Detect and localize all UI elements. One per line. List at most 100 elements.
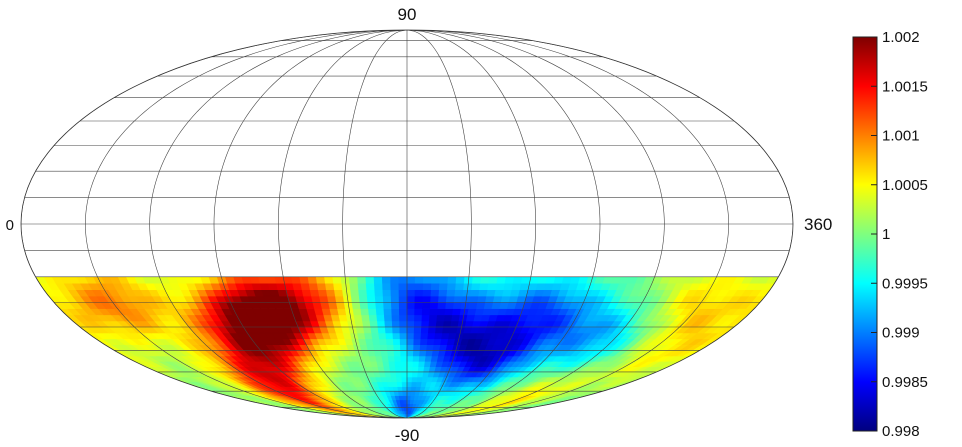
heatmap-cell bbox=[406, 276, 416, 284]
heatmap-cell bbox=[443, 314, 453, 322]
heatmap-cell bbox=[438, 289, 448, 297]
heatmap-cell bbox=[406, 326, 415, 334]
heatmap-cell bbox=[354, 320, 364, 328]
heatmap-cell bbox=[398, 302, 408, 309]
heatmap-cell bbox=[453, 295, 464, 303]
heatmap-cell bbox=[399, 332, 408, 340]
heatmap-cell bbox=[399, 338, 408, 345]
heatmap-cell bbox=[488, 276, 499, 284]
heatmap-cell bbox=[430, 289, 440, 297]
heatmap-cell bbox=[414, 276, 424, 284]
heatmap-cell bbox=[357, 282, 367, 290]
heatmap-cell bbox=[400, 366, 408, 373]
heatmap-cell bbox=[452, 302, 463, 309]
heatmap-cell bbox=[387, 350, 395, 357]
heatmap-cell bbox=[400, 350, 408, 357]
heatmap-cell bbox=[394, 355, 402, 362]
heatmap-cell bbox=[433, 338, 442, 345]
heatmap-cell bbox=[381, 276, 391, 284]
heatmap-cell bbox=[390, 302, 400, 309]
heatmap-cell bbox=[399, 326, 408, 334]
heatmap-cell bbox=[353, 314, 363, 322]
heatmap-cell bbox=[406, 355, 414, 362]
heatmap-cell bbox=[350, 295, 361, 303]
heatmap-cell bbox=[319, 295, 329, 303]
heatmap-cell bbox=[390, 289, 400, 297]
heatmap-cell bbox=[393, 350, 402, 357]
map-area bbox=[20, 29, 794, 419]
heatmap-cell bbox=[368, 308, 378, 316]
heatmap-cell bbox=[390, 376, 398, 383]
heatmap-cell bbox=[361, 314, 371, 322]
heatmap-cell bbox=[468, 302, 478, 309]
heatmap-cell bbox=[414, 314, 423, 322]
heatmap-cell bbox=[477, 295, 488, 303]
heatmap-cell bbox=[437, 302, 447, 309]
heatmap-cell bbox=[454, 289, 464, 297]
heatmap-cell bbox=[430, 295, 440, 303]
heatmap-cell bbox=[436, 308, 446, 316]
heatmap-cell bbox=[390, 282, 400, 290]
heatmap-cell bbox=[389, 366, 397, 373]
heatmap-cell bbox=[300, 282, 311, 290]
heatmap-cell bbox=[388, 361, 396, 368]
heatmap-cell bbox=[382, 289, 392, 297]
heatmap-cell bbox=[451, 314, 461, 322]
heatmap-cell bbox=[419, 350, 427, 357]
heatmap-cell bbox=[412, 350, 421, 357]
heatmap-cell bbox=[438, 282, 449, 290]
heatmap-cell bbox=[442, 320, 452, 328]
heatmap-cell bbox=[427, 326, 437, 334]
colorbar-tick-label: 0.998 bbox=[882, 423, 920, 440]
heatmap-cell bbox=[382, 361, 390, 368]
heatmap-cell bbox=[413, 320, 423, 328]
heatmap-cell bbox=[379, 344, 388, 351]
heatmap-cell bbox=[391, 320, 401, 328]
heatmap-cell bbox=[406, 282, 416, 290]
heatmap-cell bbox=[478, 289, 489, 297]
heatmap-cell bbox=[274, 276, 285, 284]
heatmap-cell bbox=[371, 332, 380, 340]
heatmap-cell bbox=[398, 289, 408, 297]
heatmap-cell bbox=[419, 344, 428, 351]
heatmap-cell bbox=[406, 295, 416, 303]
heatmap-cell bbox=[385, 338, 394, 345]
heatmap-cell bbox=[383, 366, 391, 373]
heatmap-cell bbox=[392, 326, 401, 334]
heatmap-cell bbox=[445, 295, 456, 303]
heatmap-cell bbox=[362, 320, 372, 328]
heatmap-cell bbox=[442, 326, 451, 334]
heatmap-cell bbox=[401, 371, 408, 378]
heatmap-cell bbox=[307, 276, 318, 284]
heatmap-cell bbox=[446, 289, 456, 297]
heatmap-cell bbox=[384, 326, 394, 334]
heatmap-cell bbox=[406, 350, 414, 357]
heatmap-cell bbox=[422, 295, 432, 303]
heatmap-cell bbox=[394, 361, 402, 368]
heatmap-cell bbox=[365, 282, 376, 290]
colorbar-tick-label: 1.0015 bbox=[882, 78, 928, 95]
heatmap-cell bbox=[357, 276, 367, 284]
heatmap-cell bbox=[349, 282, 359, 290]
colorbar-tick-label: 0.9995 bbox=[882, 275, 928, 292]
heatmap-cell bbox=[418, 361, 426, 368]
heatmap-cell bbox=[455, 282, 465, 290]
heatmap-cell bbox=[384, 320, 393, 328]
heatmap-cell bbox=[470, 289, 480, 297]
heatmap-cell bbox=[414, 302, 424, 309]
heatmap-cell bbox=[430, 282, 440, 290]
heatmap-cell bbox=[390, 295, 400, 303]
heatmap-cell bbox=[373, 276, 383, 284]
graticule bbox=[21, 30, 793, 418]
heatmap-cell bbox=[455, 276, 466, 284]
heatmap-cell bbox=[406, 390, 412, 396]
colorbar-tick-label: 1.002 bbox=[882, 29, 920, 46]
heatmap-cell bbox=[413, 326, 422, 334]
heatmap-cell bbox=[391, 308, 400, 316]
heatmap-cell bbox=[426, 338, 435, 345]
heatmap-cell bbox=[379, 338, 388, 345]
heatmap-cell bbox=[396, 381, 403, 387]
colorbar-tick-label: 0.999 bbox=[882, 325, 920, 342]
heatmap-cell bbox=[406, 289, 416, 297]
